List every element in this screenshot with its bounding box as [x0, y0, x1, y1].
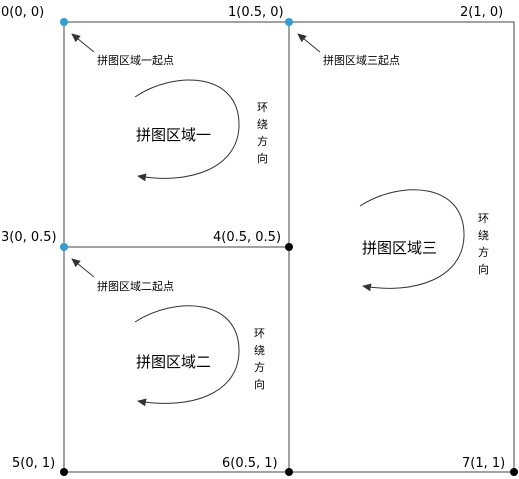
- region-3-direction-char-3: 方: [478, 245, 489, 259]
- region-3-direction-char-4: 向: [478, 262, 489, 276]
- region-3-label: 拼图区域三: [362, 239, 437, 257]
- region-1-circular-arrow: [134, 79, 240, 182]
- region-2-label: 拼图区域二: [136, 353, 211, 371]
- region-2-start-note: 拼图区域二起点: [97, 279, 174, 293]
- vertex-0-dot: [60, 18, 68, 26]
- region-2-circular-arrow: [134, 305, 240, 407]
- vertex-7-dot: [510, 468, 518, 476]
- vertex-2-label: 2(1, 0): [460, 5, 503, 20]
- vertex-0-label: 0(0, 0): [1, 5, 44, 20]
- region-3-direction-char-1: 环: [478, 212, 489, 225]
- region-1-direction-char-4: 向: [257, 151, 268, 165]
- region-1-direction-char-2: 绕: [257, 118, 268, 131]
- region-3-direction-char-2: 绕: [478, 229, 489, 242]
- region-3-start-arrow: [297, 33, 321, 53]
- vertex-5-dot: [60, 468, 68, 476]
- region-2-direction-char-1: 环: [254, 327, 265, 340]
- region-2-direction-char-4: 向: [254, 377, 265, 391]
- vertex-3-dot: [60, 243, 68, 251]
- vertex-4-dot: [285, 243, 293, 251]
- vertex-1-label: 1(0.5, 0): [228, 5, 284, 20]
- region-2-start-arrow: [71, 258, 95, 278]
- region-1-direction-char-1: 环: [257, 101, 268, 114]
- vertex-1-dot: [285, 18, 293, 26]
- vertex-5-label: 5(0, 1): [12, 456, 55, 471]
- vertex-4-label: 4(0.5, 0.5): [213, 230, 281, 245]
- vertex-6-dot: [285, 468, 293, 476]
- region-2-direction-char-3: 方: [254, 360, 265, 374]
- vertex-3-label: 3(0, 0.5): [1, 230, 57, 245]
- vertex-7-label: 7(1, 1): [462, 456, 505, 471]
- region-1-label: 拼图区域一: [136, 126, 211, 144]
- region-1-start-note: 拼图区域一起点: [97, 53, 174, 67]
- region-1-start-arrow: [71, 33, 95, 53]
- vertex-6-label: 6(0.5, 1): [222, 456, 278, 471]
- region-2-direction-char-2: 绕: [254, 344, 265, 357]
- region-3-start-note: 拼图区域三起点: [323, 53, 400, 67]
- region-1-direction-char-3: 方: [257, 134, 268, 148]
- region-3-circular-arrow: [359, 189, 465, 292]
